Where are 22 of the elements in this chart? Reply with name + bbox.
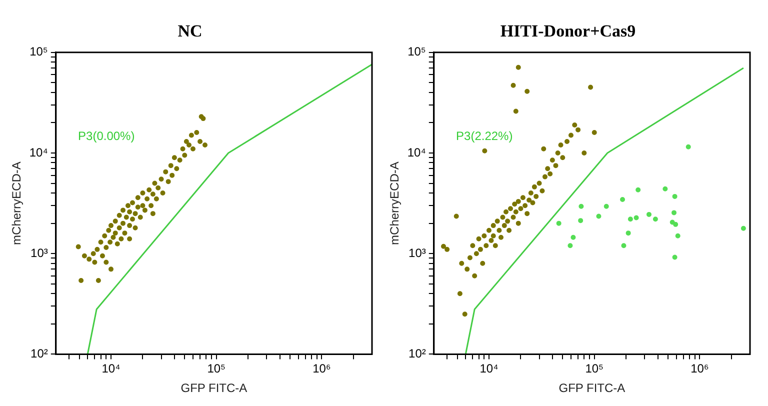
x-tick-label: 10⁴ bbox=[102, 362, 120, 376]
y-tick-label: 10⁴ bbox=[407, 145, 426, 160]
y-axis-title: mCherryECD-A bbox=[388, 162, 402, 245]
x-axis-title: GFP FITC-A bbox=[558, 381, 626, 396]
x-axis-title: GFP FITC-A bbox=[180, 381, 248, 396]
chart-title: NC bbox=[178, 22, 202, 41]
y-tick-label: 10³ bbox=[30, 246, 48, 260]
y-tick-label: 10² bbox=[408, 346, 426, 361]
y-tick-label: 10⁵ bbox=[408, 44, 426, 59]
y-tick-label: 10³ bbox=[408, 246, 426, 260]
x-tick-label: 10⁴ bbox=[480, 362, 498, 376]
x-tick-label: 10⁵ bbox=[585, 362, 604, 376]
chart-title: HITI-Donor+Cas9 bbox=[500, 22, 636, 41]
y-tick-label: 10⁴ bbox=[29, 145, 48, 160]
annotation: P3(2.22%) bbox=[456, 129, 513, 144]
x-tick-label: 10⁵ bbox=[207, 362, 226, 376]
y-tick-label: 10⁵ bbox=[30, 44, 48, 59]
x-tick-label: 10⁶ bbox=[690, 362, 709, 376]
x-tick-label: 10⁶ bbox=[312, 362, 331, 376]
annotation: P3(0.00%) bbox=[78, 129, 135, 144]
y-tick-label: 10² bbox=[30, 346, 48, 361]
y-axis-title: mCherryECD-A bbox=[10, 162, 24, 245]
